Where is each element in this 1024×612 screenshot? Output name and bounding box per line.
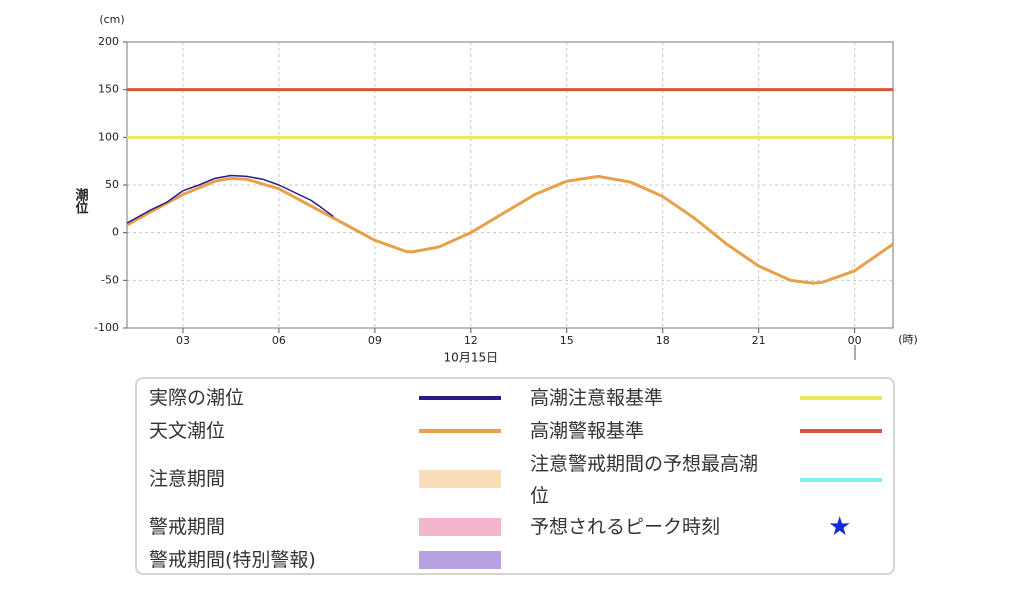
x-tick-label: 09 (368, 334, 382, 347)
y-unit: (cm) (99, 13, 124, 26)
plot-frame (126, 41, 894, 329)
legend-label: 警戒期間(特別警報) (149, 549, 316, 571)
legend-swatch (419, 470, 501, 488)
legend: 実際の潮位天文潮位注意期間警戒期間警戒期間(特別警報) 高潮注意報基準 高潮警報基準… (135, 377, 895, 575)
x-tick-label: 15 (560, 334, 574, 347)
legend-swatch (419, 551, 501, 569)
legend-label: 予想されるピーク時刻 (530, 516, 721, 538)
y-tick-label: 0 (112, 226, 119, 239)
x-tick-label: 18 (656, 334, 670, 347)
series-line (126, 174, 894, 285)
x-tick-label: 03 (176, 334, 190, 347)
legend-label: 実際の潮位 (149, 387, 245, 409)
legend-swatch (800, 396, 882, 400)
x-unit: (時) (898, 333, 918, 346)
x-tick-label: 00 (848, 334, 862, 347)
y-axis-label: 潮位 (73, 187, 89, 215)
legend-swatch (800, 478, 882, 482)
legend-swatch (800, 429, 882, 433)
legend-swatch (419, 429, 501, 433)
x-tick-label: 12 (464, 334, 478, 347)
legend-swatch (419, 396, 501, 400)
y-tick-label: -100 (94, 321, 119, 334)
legend-label: 注意警戒期間の予想最高潮位 (530, 453, 759, 507)
x-tick-label: 06 (272, 334, 286, 347)
chart: (cm) (時) 潮位 200 150 100 50 0 -50 -100 03 06 09 12 1… (73, 13, 918, 365)
y-tick-label: -50 (101, 273, 119, 286)
y-tick-label: 100 (98, 130, 119, 143)
legend-label: 警戒期間 (149, 516, 226, 538)
date-label: 10月15日 (444, 351, 499, 365)
legend-label: 注意期間 (149, 468, 226, 490)
legend-label: 高潮注意報基準 (530, 387, 664, 409)
legend-swatch: ★ (828, 512, 852, 542)
series-line (126, 174, 334, 224)
y-tick-label: 50 (105, 178, 119, 191)
legend-label: 天文潮位 (149, 420, 226, 442)
y-tick-label: 150 (98, 83, 119, 96)
legend-swatch (419, 518, 501, 536)
legend-label: 高潮警報基準 (530, 420, 645, 442)
x-tick-label: 21 (752, 334, 766, 347)
y-tick-label: 200 (98, 35, 119, 48)
